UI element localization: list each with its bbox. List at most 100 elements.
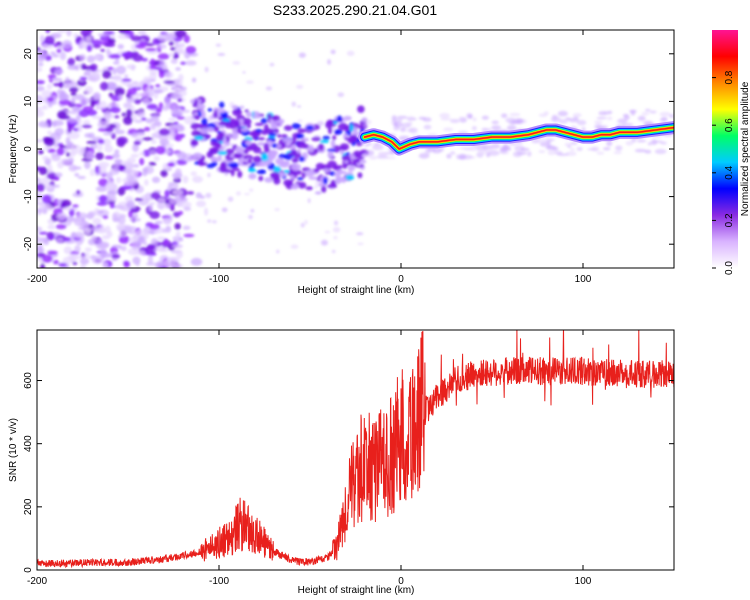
heatmap-cell [73,33,79,38]
heatmap-cell [52,82,65,87]
heatmap-cell [296,148,302,154]
heatmap-cell [357,105,365,113]
heatmap-cell [101,262,109,268]
heatmap-cell [256,170,267,175]
heatmap-cell [109,196,117,202]
heatmap-cell [106,179,115,189]
heatmap-cell [205,192,212,199]
heatmap-cell [185,45,197,54]
heatmap-cell [268,132,277,137]
heatmap-cell [251,135,257,140]
heatmap-cell [126,97,136,103]
heatmap-cell [333,220,339,226]
heatmap-cell [72,204,79,208]
heatmap-cell [67,124,73,134]
heatmap-cell [71,106,80,112]
heatmap-cell [170,58,178,64]
heatmap-ridge [363,126,674,150]
heatmap-cell [155,84,161,88]
heatmap-cell [313,168,320,173]
heatmap-cell [75,114,81,121]
heatmap-cell [211,146,219,155]
heatmap-cell [221,207,228,213]
y-tick-label: -10 [23,189,34,204]
heatmap-cell [332,226,341,233]
heatmap-cell [502,143,509,150]
heatmap-cell [570,141,578,146]
heatmap-cell [207,219,212,223]
heatmap-cell [215,43,222,47]
snr-ticks: -200 -100 0 100 0 200 400 600 [23,330,674,587]
heatmap-cell [351,134,358,143]
heatmap-cell [538,149,546,154]
colorbar-ticks: 0.0 0.2 0.4 0.6 0.8 [712,70,735,275]
heatmap-cell [106,172,113,180]
heatmap-cell [407,116,415,120]
heatmap-cell [547,150,556,156]
heatmap-cell [357,172,363,179]
heatmap-cell [145,262,158,266]
heatmap-cell [260,118,268,124]
heatmap-cell [91,72,101,77]
heatmap-cell [96,201,108,206]
heatmap-cell [163,70,171,78]
heatmap-cell [91,255,104,265]
heatmap-cell [63,246,73,255]
heatmap-cell [46,96,54,102]
heatmap-cell [52,120,57,128]
heatmap-cell [305,125,314,131]
heatmap-cell [647,141,652,146]
heatmap-cell [72,261,78,266]
heatmap-cell [182,225,191,231]
heatmap-cell [615,145,623,151]
heatmap-cell [193,112,199,116]
heatmap-cell [443,127,454,132]
heatmap-cell [107,38,116,44]
heatmap-cell [229,121,238,130]
heatmap-cell [76,189,81,195]
heatmap-cell [54,172,63,178]
heatmap-cell [164,143,174,148]
heatmap-cell [37,177,40,184]
heatmap-cell [369,155,378,160]
heatmap-cell [163,217,173,221]
heatmap-cell [52,184,60,188]
heatmap-cell [243,148,249,155]
heatmap-cell [37,94,44,104]
heatmap-cell [37,166,44,172]
heatmap-cell [58,262,68,267]
heatmap-cell [107,82,117,91]
heatmap-cell [163,258,176,268]
heatmap-cell [342,126,349,131]
heatmap-cell [225,148,235,155]
heatmap-cell [270,122,278,130]
heatmap-cell [217,53,226,56]
heatmap-cell [298,52,306,58]
heatmap-cell [240,128,249,132]
heatmap-cell [54,127,65,136]
heatmap-cell [283,169,290,174]
heatmap-cell [512,151,523,158]
heatmap-cell [213,111,218,119]
heatmap-cell [669,114,674,118]
chart-title: S233.2025.290.21.04.G01 [273,2,437,18]
heatmap-cell [244,109,249,113]
heatmap-cell [148,223,160,230]
heatmap-cell [74,173,80,177]
heatmap-cell [144,48,157,52]
heatmap-cell [218,121,229,126]
heatmap-cell [112,244,122,248]
heatmap-cell [556,153,569,156]
heatmap-cell [112,153,121,159]
heatmap-cell [76,212,88,220]
heatmap-cell [505,117,516,123]
heatmap-cell [183,233,195,238]
heatmap-cell [121,112,126,117]
heatmap-cell [41,155,49,160]
heatmap-cell [172,263,184,268]
heatmap-cell [254,122,264,126]
heatmap-cell [37,106,41,114]
heatmap-cell [255,128,263,133]
heatmap-cell [462,154,473,160]
heatmap-cell [245,140,252,146]
